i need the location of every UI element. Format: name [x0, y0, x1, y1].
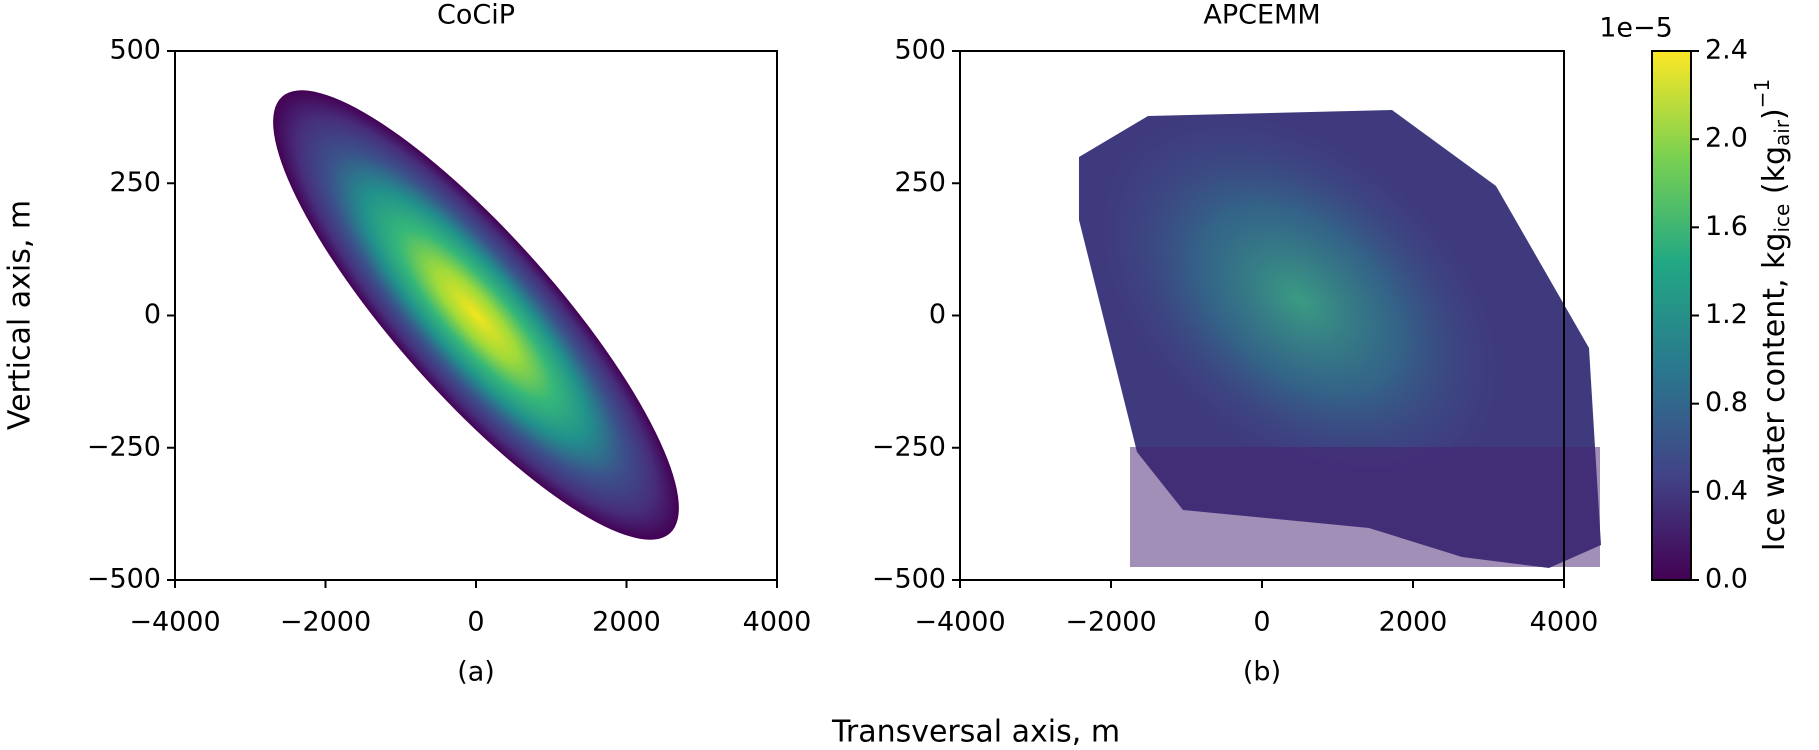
x-tick-label: 4000: [743, 607, 812, 638]
colorbar-tick-label: 2.0: [1705, 123, 1748, 154]
y-tick-label: 250: [894, 167, 946, 198]
x-tick-label: −2000: [280, 607, 371, 638]
colorbar-tick-label: 0.4: [1705, 475, 1748, 506]
panel-label: (a): [457, 657, 495, 688]
colorbar-tick-label: 0.0: [1705, 564, 1748, 595]
colorbar-offset: 1e−5: [1599, 13, 1673, 44]
y-tick-label: 500: [109, 35, 161, 66]
y-tick-label: −500: [872, 564, 946, 595]
x-tick-label: 0: [1253, 607, 1270, 638]
x-tick-label: −4000: [914, 607, 1005, 638]
y-axis-label: Vertical axis, m: [3, 200, 38, 430]
y-tick-label: −250: [87, 431, 161, 462]
x-tick-label: 2000: [592, 607, 661, 638]
x-axis-label: Transversal axis, m: [831, 715, 1120, 750]
y-tick-label: −500: [87, 564, 161, 595]
colorbar-tick-label: 2.4: [1705, 35, 1748, 66]
y-tick-label: 0: [144, 299, 161, 330]
label-part: ): [1757, 108, 1792, 120]
y-tick-label: 0: [929, 299, 946, 330]
label-sub: air: [1770, 119, 1794, 146]
label-part: Ice water content, kg: [1757, 233, 1792, 552]
plume-b: [1079, 110, 1601, 568]
x-tick-label: 2000: [1379, 607, 1448, 638]
colorbar-tick-label: 0.8: [1705, 387, 1748, 418]
panel-title: APCEMM: [1203, 0, 1320, 31]
x-tick-label: −2000: [1065, 607, 1156, 638]
plume-a: [273, 90, 679, 540]
panel-title: CoCiP: [437, 0, 515, 31]
colorbar-tick-label: 1.6: [1705, 211, 1748, 242]
x-tick-label: −4000: [129, 607, 220, 638]
label-part: (kg: [1757, 146, 1792, 204]
x-tick-label: 0: [467, 607, 484, 638]
y-tick-label: −250: [872, 431, 946, 462]
label-sub: ice: [1770, 204, 1794, 233]
colorbar-label: Ice water content, kgice (kgair)−1: [1750, 79, 1794, 551]
panel-label: (b): [1243, 657, 1281, 688]
x-tick-label: 4000: [1530, 607, 1599, 638]
colorbar: [1651, 50, 1692, 581]
y-tick-label: 250: [109, 167, 161, 198]
label-sup: −1: [1750, 79, 1774, 108]
colorbar-tick-label: 1.2: [1705, 299, 1748, 330]
y-tick-label: 500: [894, 35, 946, 66]
